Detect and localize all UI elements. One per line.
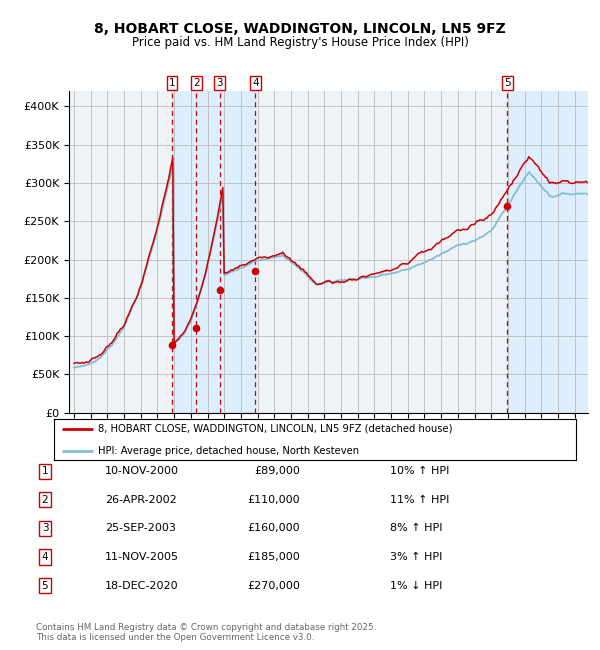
Text: 5: 5 xyxy=(504,79,511,88)
Text: Contains HM Land Registry data © Crown copyright and database right 2025.
This d: Contains HM Land Registry data © Crown c… xyxy=(36,623,376,642)
Bar xyxy=(172,91,196,413)
Text: 18-DEC-2020: 18-DEC-2020 xyxy=(105,580,179,591)
Text: 2: 2 xyxy=(193,79,199,88)
Bar xyxy=(508,91,588,413)
Text: HPI: Average price, detached house, North Kesteven: HPI: Average price, detached house, Nort… xyxy=(98,445,359,456)
Text: 26-APR-2002: 26-APR-2002 xyxy=(105,495,177,505)
Text: 11-NOV-2005: 11-NOV-2005 xyxy=(105,552,179,562)
Text: £185,000: £185,000 xyxy=(247,552,300,562)
Text: 1: 1 xyxy=(169,79,175,88)
Bar xyxy=(196,91,256,413)
Text: 10-NOV-2000: 10-NOV-2000 xyxy=(105,466,179,476)
Text: 2: 2 xyxy=(41,495,49,505)
Text: 3: 3 xyxy=(41,523,49,534)
Text: 8% ↑ HPI: 8% ↑ HPI xyxy=(390,523,443,534)
Text: 11% ↑ HPI: 11% ↑ HPI xyxy=(390,495,449,505)
Text: 3% ↑ HPI: 3% ↑ HPI xyxy=(390,552,442,562)
Text: 4: 4 xyxy=(41,552,49,562)
Text: 3: 3 xyxy=(217,79,223,88)
Text: Price paid vs. HM Land Registry's House Price Index (HPI): Price paid vs. HM Land Registry's House … xyxy=(131,36,469,49)
Text: £270,000: £270,000 xyxy=(247,580,300,591)
Text: 1: 1 xyxy=(41,466,49,476)
Text: £110,000: £110,000 xyxy=(247,495,300,505)
Text: £160,000: £160,000 xyxy=(247,523,300,534)
Text: 5: 5 xyxy=(41,580,49,591)
Text: £89,000: £89,000 xyxy=(254,466,300,476)
Text: 1% ↓ HPI: 1% ↓ HPI xyxy=(390,580,442,591)
Text: 8, HOBART CLOSE, WADDINGTON, LINCOLN, LN5 9FZ: 8, HOBART CLOSE, WADDINGTON, LINCOLN, LN… xyxy=(94,22,506,36)
Text: 25-SEP-2003: 25-SEP-2003 xyxy=(105,523,176,534)
Text: 4: 4 xyxy=(252,79,259,88)
Text: 10% ↑ HPI: 10% ↑ HPI xyxy=(390,466,449,476)
Text: 8, HOBART CLOSE, WADDINGTON, LINCOLN, LN5 9FZ (detached house): 8, HOBART CLOSE, WADDINGTON, LINCOLN, LN… xyxy=(98,424,453,434)
